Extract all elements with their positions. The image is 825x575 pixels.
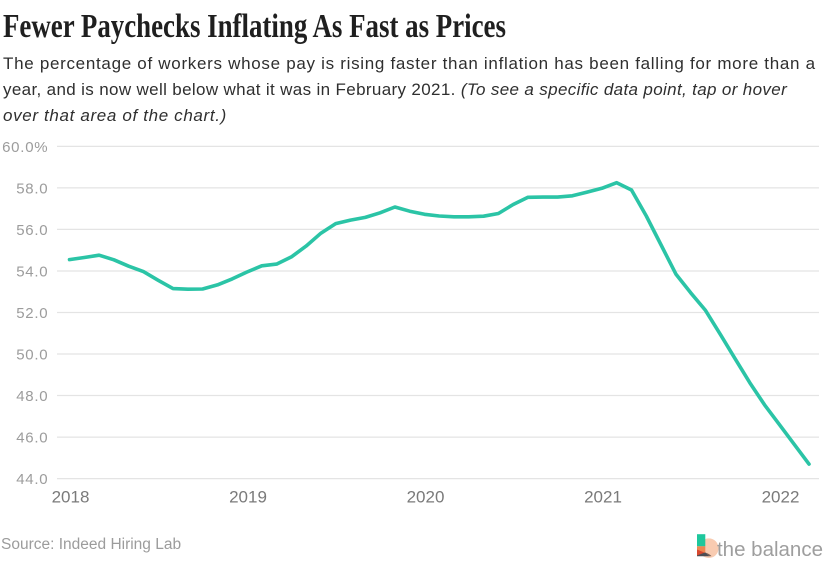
svg-text:48.0: 48.0	[16, 388, 48, 405]
svg-text:56.0: 56.0	[16, 222, 48, 239]
svg-text:46.0: 46.0	[16, 430, 48, 447]
svg-text:2018: 2018	[52, 488, 90, 507]
svg-text:2022: 2022	[762, 488, 800, 507]
svg-text:the balance: the balance	[717, 538, 823, 561]
svg-text:54.0: 54.0	[16, 263, 48, 280]
svg-text:60.0%: 60.0%	[2, 139, 48, 156]
svg-text:44.0: 44.0	[16, 471, 48, 488]
svg-text:50.0: 50.0	[16, 346, 48, 363]
svg-text:2019: 2019	[229, 488, 267, 507]
svg-text:2021: 2021	[584, 488, 622, 507]
svg-text:2020: 2020	[407, 488, 445, 507]
svg-text:58.0: 58.0	[16, 180, 48, 197]
svg-text:52.0: 52.0	[16, 305, 48, 322]
